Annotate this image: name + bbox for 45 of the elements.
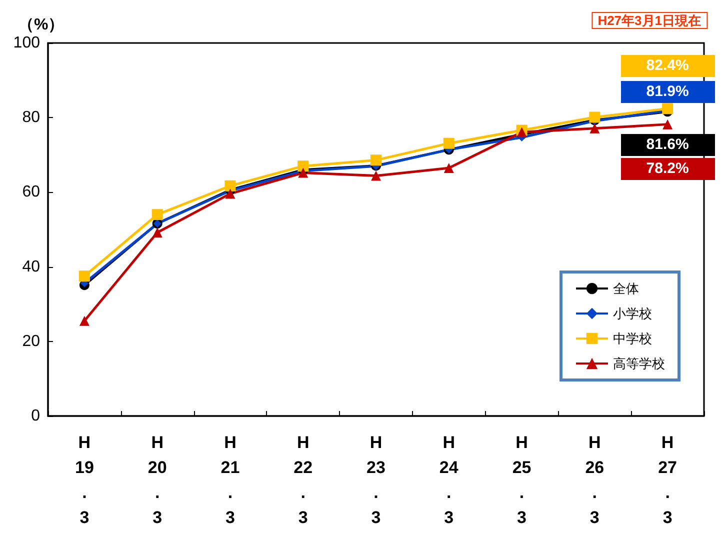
y-axis-title: （%） xyxy=(18,16,64,34)
point xyxy=(370,154,382,166)
legend-label: 小学校 xyxy=(613,306,652,321)
x-tick-label: H 21 . 3 xyxy=(220,433,240,527)
x-tick-label: H 25 . 3 xyxy=(512,433,532,527)
point xyxy=(79,316,90,326)
y-tick-label: 100 xyxy=(13,34,40,52)
tag-box: 81.6% xyxy=(620,134,715,156)
data-label: 81.9% xyxy=(646,82,689,100)
tag-box: 78.2% xyxy=(620,158,715,180)
point xyxy=(371,170,381,181)
y-tick-label: 60 xyxy=(22,184,40,201)
legend-label: 高等学校 xyxy=(613,356,665,371)
point xyxy=(298,168,308,178)
point xyxy=(662,119,673,130)
point xyxy=(662,103,674,114)
legend-label: 中学校 xyxy=(613,331,652,346)
x-tick-label: H 22 . 3 xyxy=(294,433,313,527)
tag-box: 81.9% xyxy=(620,80,715,102)
x-tick-label: H 27 . 3 xyxy=(658,433,678,527)
y-tick-label: 0 xyxy=(31,408,40,424)
legend-label: 全体 xyxy=(613,281,639,296)
point xyxy=(152,209,163,220)
y-tick-label: 40 xyxy=(22,258,40,276)
point xyxy=(589,112,600,123)
point xyxy=(443,138,454,149)
x-tick-label: H 19 . 3 xyxy=(74,433,94,527)
point xyxy=(78,270,90,282)
point xyxy=(152,227,162,238)
point xyxy=(224,180,236,192)
tag-box: 82.4% xyxy=(620,54,715,77)
point xyxy=(590,123,600,134)
y-tick-label: 20 xyxy=(22,332,40,350)
text: H27年3月1日現在 xyxy=(598,13,702,28)
point xyxy=(444,162,454,173)
data-label: 81.6% xyxy=(646,136,689,153)
point xyxy=(298,160,309,172)
data-label: 82.4% xyxy=(646,56,689,74)
point xyxy=(225,188,236,199)
y-tick-label: 80 xyxy=(22,109,40,126)
x-tick-label: H 23 . 3 xyxy=(366,433,386,527)
x-tick-label: H 24 . 3 xyxy=(439,433,459,527)
x-tick-label: H 20 . 3 xyxy=(148,433,167,527)
data-label: 78.2% xyxy=(646,160,689,178)
x-tick-label: H 26 . 3 xyxy=(585,433,604,527)
